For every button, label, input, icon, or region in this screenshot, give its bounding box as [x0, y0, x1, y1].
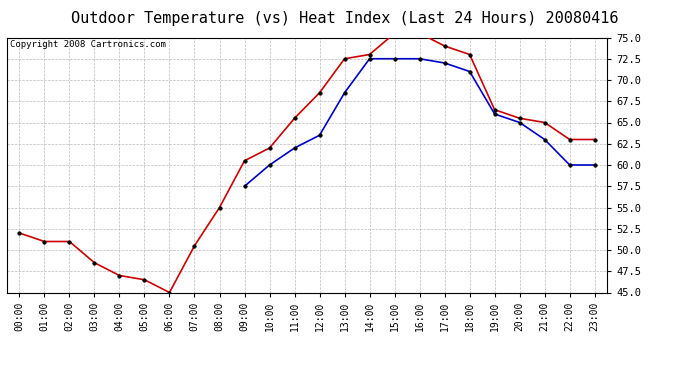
Text: Copyright 2008 Cartronics.com: Copyright 2008 Cartronics.com	[10, 40, 166, 49]
Text: Outdoor Temperature (vs) Heat Index (Last 24 Hours) 20080416: Outdoor Temperature (vs) Heat Index (Las…	[71, 11, 619, 26]
